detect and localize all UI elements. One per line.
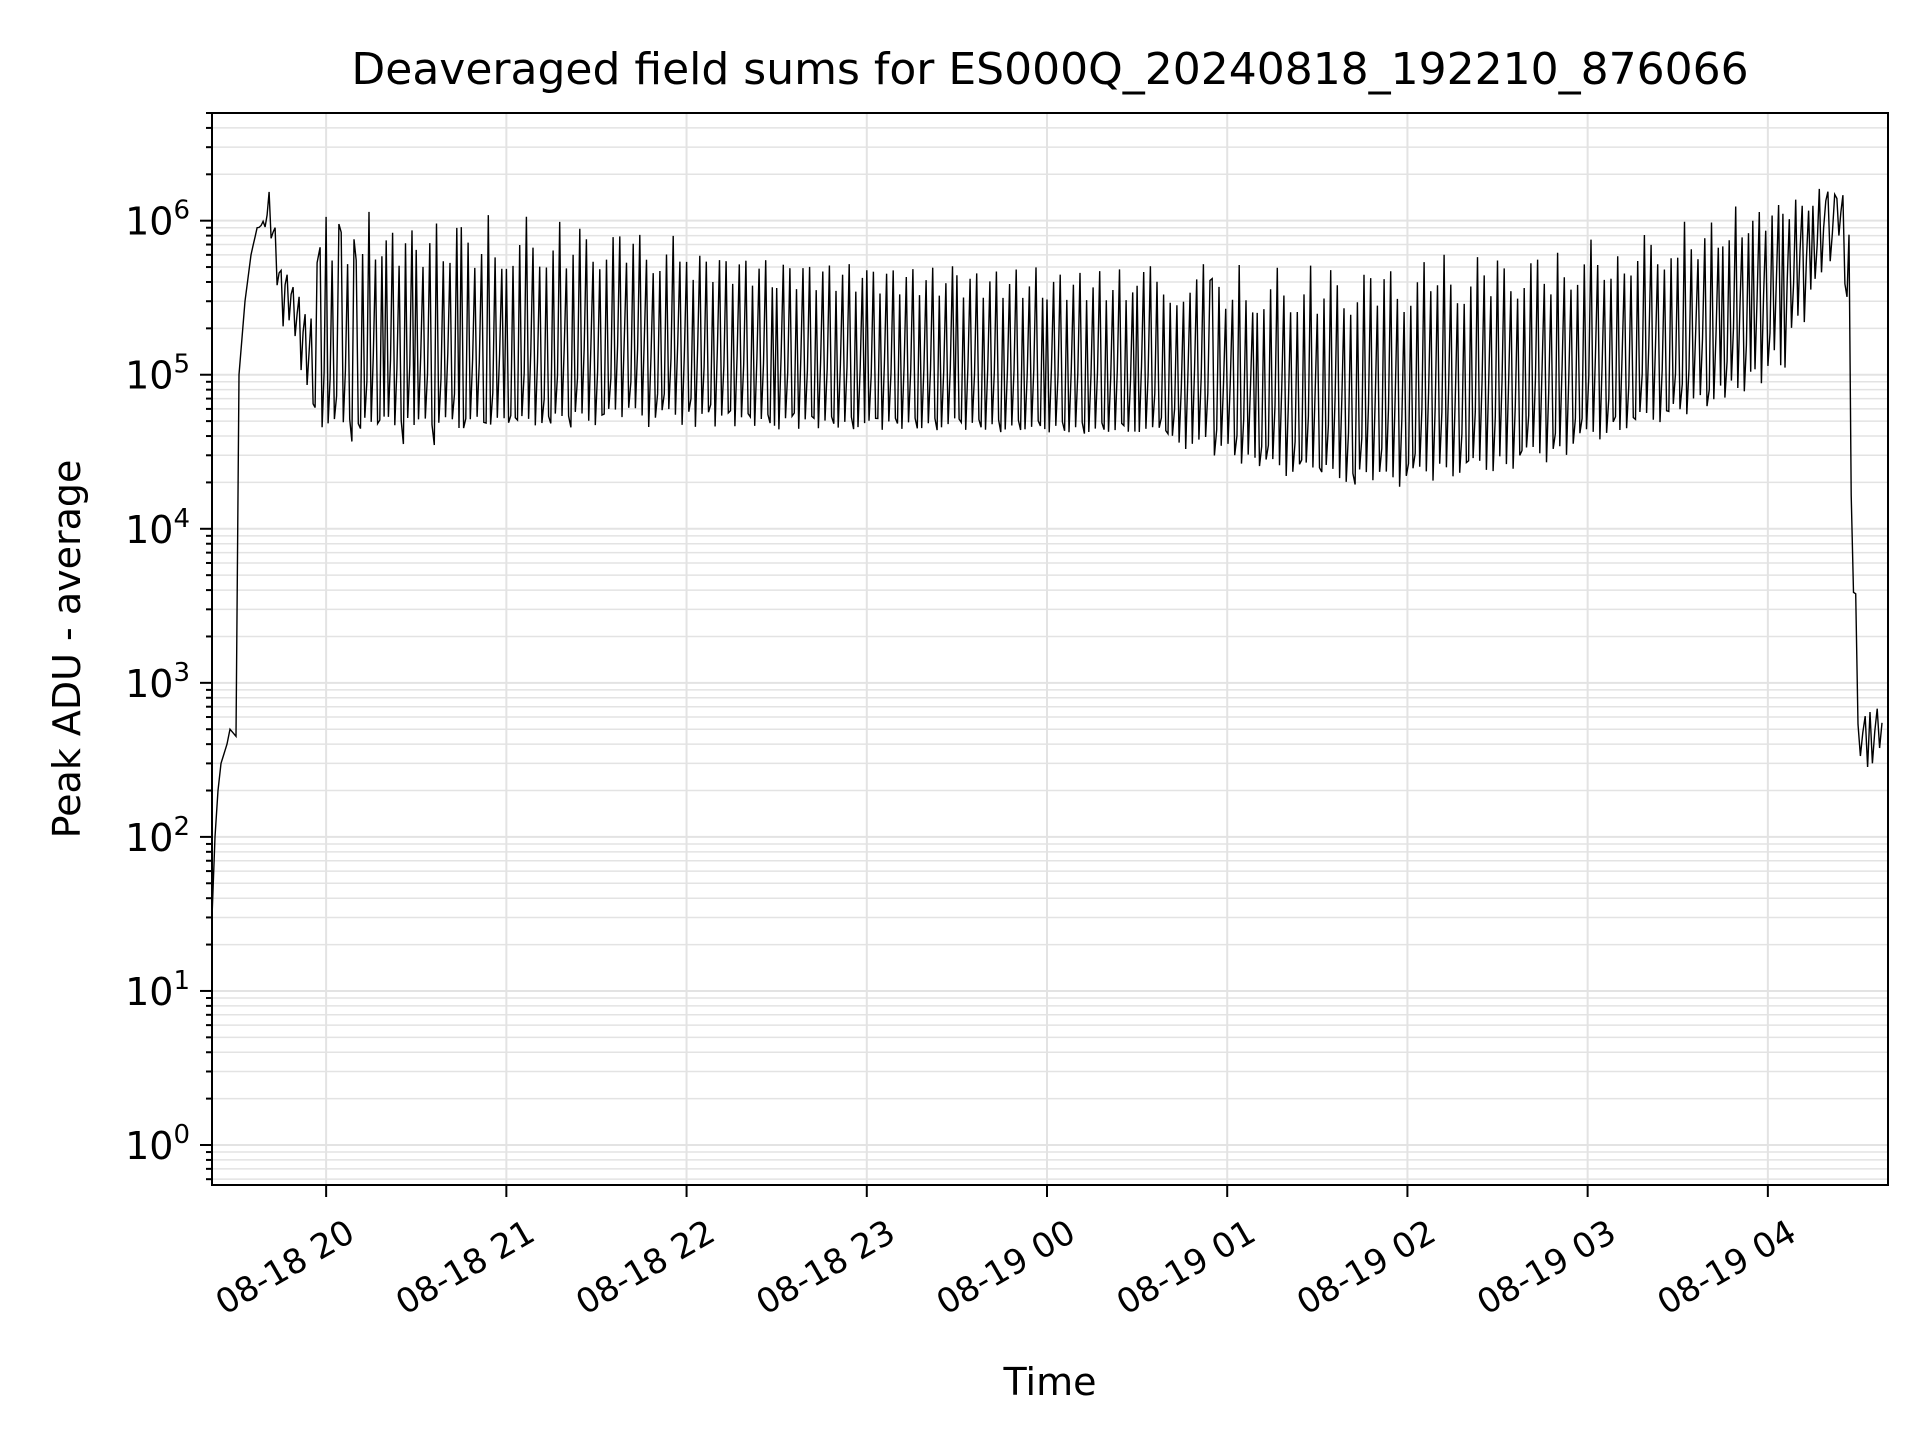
y-tick-exponent: 2 [173,812,190,842]
y-tick-base: 10 [125,200,173,244]
y-tick-label: 106 [125,196,190,244]
y-tick-label: 104 [125,504,190,552]
y-tick-label: 101 [125,966,190,1014]
y-axis-label: Peak ADU - average [45,460,89,839]
y-tick-exponent: 5 [173,350,190,380]
y-tick-label: 100 [125,1120,190,1168]
x-axis-label: Time [1003,1360,1097,1404]
y-tick-base: 10 [125,662,173,706]
y-tick-exponent: 0 [173,1120,190,1150]
x-tick-label: 08-19 03 [1470,1212,1622,1323]
y-tick-base: 10 [125,816,173,860]
x-tick-label: 08-19 02 [1290,1212,1442,1323]
x-tick-label: 08-18 23 [750,1212,902,1323]
y-tick-exponent: 1 [173,966,190,996]
grid [212,112,1888,1185]
series-line [211,188,1883,1139]
y-tick-exponent: 3 [173,658,190,688]
x-tick-label: 08-19 00 [930,1212,1082,1323]
x-axis: 08-18 20 08-18 21 08-18 22 08-18 23 08-19 00… [209,1185,1803,1323]
y-tick-exponent: 6 [173,196,190,226]
x-tick-label: 08-18 21 [389,1212,541,1323]
y-tick-exponent: 4 [173,504,190,534]
y-tick-label: 105 [125,350,190,398]
y-tick-label: 102 [125,812,190,860]
x-tick-label: 08-18 20 [209,1212,361,1323]
y-tick-base: 10 [125,970,173,1014]
plot-frame [211,112,1889,1186]
y-tick-label: 103 [125,658,190,706]
y-tick-base: 10 [125,1124,173,1168]
x-tick-label: 08-19 04 [1651,1212,1803,1323]
y-tick-base: 10 [125,354,173,398]
x-tick-label: 08-18 22 [569,1212,721,1323]
x-tick-label: 08-19 01 [1110,1212,1262,1323]
chart-title: Deaveraged field sums for ES000Q_2024081… [351,44,1748,95]
series-layer [211,188,1883,1139]
y-tick-base: 10 [125,508,173,552]
